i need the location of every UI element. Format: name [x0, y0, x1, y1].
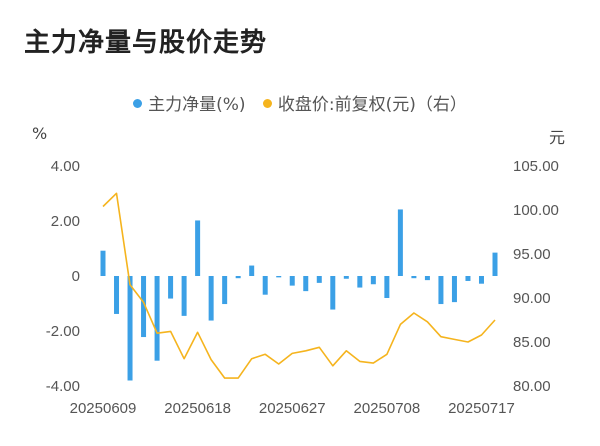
- bar-main-net: [451, 276, 457, 303]
- bar-main-net: [222, 276, 228, 305]
- bar-main-net: [289, 276, 295, 286]
- bar-main-net: [370, 276, 376, 285]
- bar-main-net: [397, 209, 403, 276]
- bar-main-net: [262, 276, 268, 295]
- bar-main-net: [208, 276, 214, 321]
- left-tick-label: 4.00: [51, 158, 80, 175]
- legend-label-close: 收盘价:前复权(元)（右）: [277, 95, 467, 115]
- bar-main-net: [478, 276, 484, 284]
- line-close-price: [102, 192, 496, 379]
- bar-main-net: [141, 276, 147, 338]
- legend: 主力净量(%) 收盘价:前复权(元)（右）: [0, 90, 600, 115]
- left-axis-unit: %: [32, 124, 48, 143]
- bar-main-net: [181, 276, 187, 316]
- x-tick-label: 20250627: [259, 400, 326, 417]
- legend-dot-line-icon: [262, 98, 272, 108]
- bar-main-net: [343, 276, 349, 279]
- x-tick-label: 20250609: [70, 400, 137, 417]
- legend-item-main-net[interactable]: 主力净量(%): [133, 90, 246, 115]
- legend-label-main-net: 主力净量(%): [148, 95, 246, 115]
- bar-main-net: [438, 276, 444, 305]
- right-axis-unit: 元: [549, 128, 566, 147]
- bar-main-net: [249, 265, 255, 276]
- left-tick-label: 0: [72, 268, 80, 285]
- bar-main-net: [154, 276, 160, 361]
- bar-main-net: [357, 276, 363, 288]
- bar-main-net: [492, 252, 498, 276]
- right-tick-label: 100.00: [513, 202, 559, 219]
- bar-main-net: [127, 276, 133, 381]
- bar-main-net: [276, 276, 282, 278]
- bar-main-net: [168, 276, 174, 299]
- right-tick-label: 95.00: [513, 246, 551, 263]
- bar-main-net: [195, 220, 201, 276]
- bar-main-net: [424, 276, 430, 281]
- bar-main-net: [330, 276, 336, 310]
- x-tick-label: 20250618: [164, 400, 231, 417]
- bar-main-net: [411, 276, 417, 279]
- legend-item-close[interactable]: 收盘价:前复权(元)（右）: [262, 90, 467, 115]
- bar-main-net: [303, 276, 309, 292]
- chart-title: 主力净量与股价走势: [24, 28, 268, 58]
- right-tick-label: 80.00: [513, 378, 551, 395]
- left-tick-label: -4.00: [46, 378, 80, 395]
- right-tick-label: 85.00: [513, 334, 551, 351]
- x-tick-label: 20250717: [448, 400, 515, 417]
- left-tick-label: 2.00: [51, 213, 80, 230]
- bar-main-net: [100, 250, 106, 276]
- right-tick-label: 105.00: [513, 158, 559, 175]
- bar-main-net: [316, 276, 322, 283]
- x-tick-label: 20250708: [353, 400, 420, 417]
- bar-main-net: [235, 276, 241, 279]
- left-tick-label: -2.00: [46, 323, 80, 340]
- bar-main-net: [114, 276, 120, 314]
- legend-dot-bar-icon: [133, 98, 143, 108]
- right-tick-label: 90.00: [513, 290, 551, 307]
- bar-main-net: [384, 276, 390, 298]
- bar-main-net: [465, 276, 471, 281]
